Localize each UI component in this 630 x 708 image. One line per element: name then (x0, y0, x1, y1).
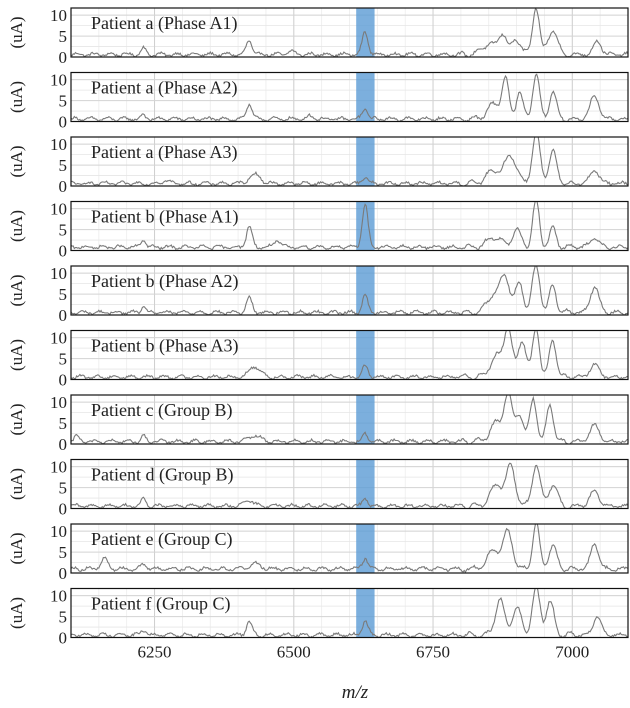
x-tick-label: 7000 (555, 643, 589, 662)
highlight-band (356, 588, 375, 638)
y-axis-label: (uA) (7, 274, 26, 306)
series-label: Patient b (Phase A1) (91, 207, 238, 228)
y-tick-label: 5 (59, 608, 68, 627)
y-axis-label: (uA) (7, 532, 26, 564)
highlight-band (356, 266, 375, 315)
panel-frame (70, 394, 629, 445)
highlight-band (356, 330, 375, 380)
spectrum-line (71, 73, 628, 122)
highlight-band (356, 395, 375, 444)
y-tick-label: 10 (50, 6, 67, 25)
y-tick-label: 10 (50, 200, 67, 219)
spectrum-line (71, 395, 628, 444)
y-tick-label: 0 (59, 177, 68, 196)
panel-frame (70, 265, 629, 316)
panel-frame (70, 7, 629, 58)
panel-frame (70, 458, 629, 510)
highlight-band (356, 72, 375, 122)
y-tick-label: 5 (59, 479, 68, 498)
panel-frame (70, 587, 629, 639)
x-axis-ticks: 6250 6500 6750 7000 (138, 643, 590, 662)
panel: 0 5 10 (uA) Patient a (Phase A1) (7, 6, 629, 67)
y-tick-label: 10 (50, 264, 67, 283)
panel: 0 5 10 (uA) Patient d (Group B) (7, 458, 629, 519)
y-tick-label: 10 (50, 329, 67, 348)
panel-frame (70, 71, 629, 123)
y-axis-label: (uA) (7, 403, 26, 435)
y-tick-label: 10 (50, 522, 67, 541)
y-axis-label: (uA) (7, 468, 26, 500)
y-tick-label: 0 (59, 371, 68, 390)
y-axis-label: (uA) (7, 81, 26, 113)
highlight-band (356, 459, 375, 509)
y-axis-label: (uA) (7, 597, 26, 629)
y-axis-label: (uA) (7, 16, 26, 48)
y-tick-label: 10 (50, 587, 67, 606)
y-tick-label: 10 (50, 71, 67, 90)
panel-frame (70, 136, 629, 187)
y-tick-label: 10 (50, 135, 67, 154)
highlight-band (356, 137, 375, 186)
panels: 0 5 10 (uA) Patient a (Phase A1) 0 5 10 (uA) Pati… (7, 6, 629, 648)
series-label: Patient a (Phase A3) (91, 142, 237, 163)
y-tick-label: 5 (59, 285, 68, 304)
series-label: Patient d (Group B) (91, 465, 233, 486)
series-label: Patient f (Group C) (91, 594, 230, 615)
panel-frame (70, 329, 629, 381)
panel: 0 5 10 (uA) Patient a (Phase A3) (7, 135, 629, 196)
y-tick-label: 5 (59, 156, 68, 175)
panel: 0 5 10 (uA) Patient b (Phase A3) (7, 329, 629, 390)
x-tick-label: 6750 (416, 643, 450, 662)
spectrum-line (71, 8, 628, 57)
y-axis-label: (uA) (7, 145, 26, 177)
panel-frame (70, 200, 629, 252)
y-tick-label: 0 (59, 435, 68, 454)
y-axis-label: (uA) (7, 210, 26, 242)
panel: 0 5 10 (uA) Patient e (Group C) (7, 522, 629, 583)
y-axis-label: (uA) (7, 339, 26, 371)
x-tick-label: 6250 (138, 643, 172, 662)
x-tick-label: 6500 (277, 643, 311, 662)
highlight-band (356, 524, 375, 573)
y-tick-label: 10 (50, 458, 67, 477)
y-tick-label: 0 (59, 629, 68, 648)
spectrum-line (71, 462, 628, 509)
spectrum-line (71, 588, 628, 638)
y-tick-label: 0 (59, 500, 68, 519)
panel-frame (70, 523, 629, 574)
y-tick-label: 0 (59, 242, 68, 261)
panel: 0 5 10 (uA) Patient b (Phase A1) (7, 200, 629, 261)
y-tick-label: 5 (59, 27, 68, 46)
panel: 0 5 10 (uA) Patient f (Group C) (7, 587, 629, 648)
spectrum-line (71, 524, 628, 573)
y-tick-label: 10 (50, 393, 67, 412)
panel: 0 5 10 (uA) Patient c (Group B) (7, 393, 629, 454)
y-tick-label: 5 (59, 414, 68, 433)
series-label: Patient a (Phase A2) (91, 78, 237, 99)
series-label: Patient e (Group C) (91, 529, 232, 550)
y-tick-label: 0 (59, 564, 68, 583)
y-tick-label: 0 (59, 113, 68, 132)
panel: 0 5 10 (uA) Patient b (Phase A2) (7, 264, 629, 325)
y-tick-label: 0 (59, 306, 68, 325)
y-tick-label: 0 (59, 48, 68, 67)
panel: 0 5 10 (uA) Patient a (Phase A2) (7, 71, 629, 132)
y-tick-label: 5 (59, 92, 68, 111)
series-label: Patient a (Phase A1) (91, 13, 237, 34)
series-label: Patient c (Group B) (91, 400, 232, 421)
spectrum-line (71, 137, 628, 186)
y-tick-label: 5 (59, 543, 68, 562)
y-tick-label: 5 (59, 221, 68, 240)
y-tick-label: 5 (59, 350, 68, 369)
series-label: Patient b (Phase A3) (91, 336, 238, 357)
x-axis-label: m/z (342, 682, 369, 703)
series-label: Patient b (Phase A2) (91, 271, 238, 292)
